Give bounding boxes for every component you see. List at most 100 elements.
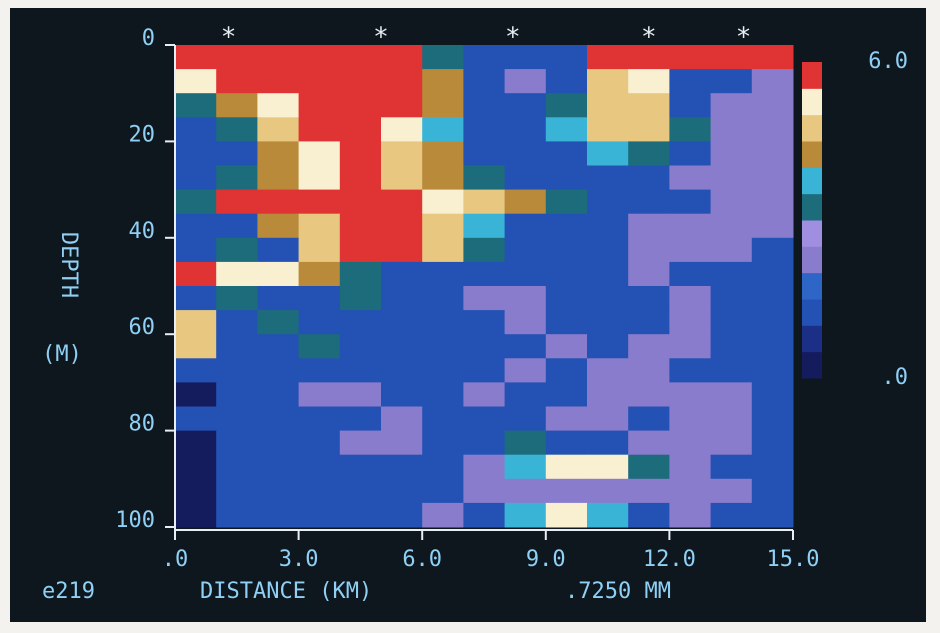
heat-cell xyxy=(216,310,258,335)
heat-cell xyxy=(710,141,753,166)
heat-cell xyxy=(298,45,341,70)
heat-cell xyxy=(422,45,464,70)
heat-cell xyxy=(587,189,629,215)
heat-cell xyxy=(504,117,547,142)
heat-cell xyxy=(628,237,670,263)
y-tick-label: 60 xyxy=(129,315,156,340)
x-tick-label: .0 xyxy=(162,547,189,572)
heat-cell xyxy=(587,117,629,142)
heat-cell xyxy=(669,93,712,118)
heat-cell xyxy=(545,213,588,239)
heat-cell xyxy=(751,406,794,432)
heat-cell xyxy=(257,165,300,191)
heat-cell xyxy=(628,310,670,335)
heat-cell xyxy=(587,93,629,118)
y-tick-label: 20 xyxy=(129,122,156,147)
heat-cell xyxy=(463,93,506,118)
heat-cell xyxy=(339,237,382,263)
heat-cell xyxy=(257,358,300,383)
heat-cell xyxy=(545,261,588,287)
heat-cell xyxy=(175,93,217,118)
heat-cell xyxy=(463,502,506,528)
heat-cell xyxy=(751,213,794,239)
heat-cell xyxy=(628,213,670,239)
heat-cell xyxy=(298,189,341,215)
heat-cell xyxy=(545,117,588,142)
heat-cell xyxy=(298,406,341,432)
heat-cell xyxy=(751,45,794,70)
heat-cell xyxy=(710,69,753,94)
heat-cell xyxy=(216,382,258,407)
heat-cell xyxy=(628,502,670,528)
x-tick-label: 12.0 xyxy=(643,547,696,572)
y-axis-unit: (M) xyxy=(42,342,82,367)
heat-cell xyxy=(422,189,464,215)
heat-cell xyxy=(751,334,794,359)
heat-cell xyxy=(669,117,712,142)
heat-cell xyxy=(216,141,258,166)
heat-cell xyxy=(628,334,670,359)
heat-cell xyxy=(463,430,506,456)
heat-cell xyxy=(216,261,258,287)
heat-cell xyxy=(751,286,794,311)
heat-cell xyxy=(545,430,588,456)
heat-cell xyxy=(339,334,382,359)
heat-cell xyxy=(257,69,300,94)
heat-cell xyxy=(422,478,464,504)
heat-cell xyxy=(545,93,588,118)
heat-cell xyxy=(257,334,300,359)
heat-cell xyxy=(504,406,547,432)
x-tick-label: 6.0 xyxy=(402,547,442,572)
heat-cell xyxy=(257,237,300,263)
heat-cell xyxy=(257,213,300,239)
heat-cell xyxy=(422,93,464,118)
heat-cell xyxy=(628,117,670,142)
heat-cell xyxy=(381,454,423,480)
heat-cell xyxy=(710,165,753,191)
heat-cell xyxy=(710,237,753,263)
heat-cell xyxy=(545,310,588,335)
heat-cell xyxy=(175,310,217,335)
heat-cell xyxy=(587,406,629,432)
heat-cell xyxy=(381,69,423,94)
colorbar-segment xyxy=(802,272,822,300)
heat-cell xyxy=(175,45,217,70)
heat-cell xyxy=(710,213,753,239)
colorbar-segment xyxy=(802,167,822,195)
heat-cell xyxy=(751,382,794,407)
heat-cell xyxy=(669,430,712,456)
heat-cell xyxy=(710,502,753,528)
heat-cell xyxy=(628,454,670,480)
heat-cell xyxy=(545,286,588,311)
y-tick-label: 100 xyxy=(115,508,155,533)
heat-cell xyxy=(339,69,382,94)
heat-cell xyxy=(587,334,629,359)
heat-cell xyxy=(628,141,670,166)
heat-cell xyxy=(381,45,423,70)
heat-cell xyxy=(751,165,794,191)
heat-cell xyxy=(257,141,300,166)
heat-cell xyxy=(710,310,753,335)
heat-cell xyxy=(669,334,712,359)
heat-cell xyxy=(298,334,341,359)
heat-cell xyxy=(175,358,217,383)
heat-cell xyxy=(751,141,794,166)
heat-cell xyxy=(298,454,341,480)
heat-cell xyxy=(669,406,712,432)
heat-cell xyxy=(298,478,341,504)
heat-cell xyxy=(504,430,547,456)
colorbar-segment xyxy=(802,193,822,221)
heat-cell xyxy=(504,261,547,287)
heat-cell xyxy=(669,213,712,239)
heat-cell xyxy=(339,93,382,118)
heat-cell xyxy=(339,358,382,383)
heat-cell xyxy=(422,382,464,407)
heat-cell xyxy=(257,93,300,118)
heat-cell xyxy=(587,358,629,383)
heat-cell xyxy=(587,502,629,528)
heat-cell xyxy=(504,334,547,359)
heat-cell xyxy=(381,478,423,504)
heat-cell xyxy=(422,454,464,480)
heat-cell xyxy=(381,213,423,239)
heat-cell xyxy=(587,261,629,287)
